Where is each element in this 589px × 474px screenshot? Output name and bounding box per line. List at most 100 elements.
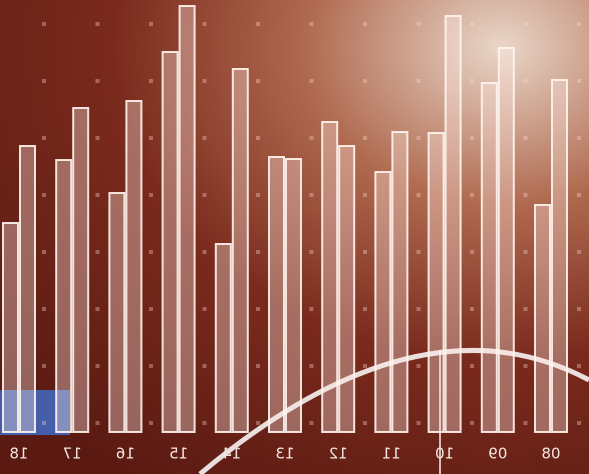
grid-dot [577,79,581,83]
bar [480,82,498,433]
bar [19,145,36,433]
grid-dot [42,364,46,368]
grid-dot [309,193,314,197]
grid-dot [95,250,100,254]
grid-dot [202,79,207,83]
grid-dot [256,22,260,26]
x-tick-label: 16 [116,445,135,463]
grid-dot [416,421,421,425]
grid-dot [577,250,581,254]
grid-dot [149,250,153,254]
grid-dot [363,79,367,83]
grid-dot [363,22,367,26]
bar [444,15,462,433]
grid-dot [416,364,421,368]
bar [285,158,302,433]
x-tick-label: 14 [222,445,241,463]
bar [534,204,551,433]
bar [427,132,445,433]
grid-dot [42,421,46,425]
grid-dot [309,307,314,311]
grid-dot [577,421,581,425]
grid-dot [470,193,474,197]
grid-dot [309,79,314,83]
grid-dot [523,193,528,197]
bar [178,5,196,433]
grid-dot [416,193,421,197]
bar [268,156,285,433]
bar [2,222,19,433]
grid-dot [149,421,153,425]
grid-dot [523,79,528,83]
grid-dot [256,79,260,83]
grid-dot [256,136,260,140]
x-tick-label: 10 [435,445,454,463]
grid-dot [416,307,421,311]
bar [374,171,392,433]
grid-dot [149,22,153,26]
grid-dot [42,193,46,197]
grid-dot [95,364,100,368]
grid-dot [363,136,367,140]
grid-dot [416,79,421,83]
grid-dot [470,421,474,425]
grid-dot [95,22,100,26]
grid-dot [149,79,153,83]
grid-dot [523,136,528,140]
bar [72,107,90,433]
bar [214,243,232,433]
bar [55,159,73,433]
grid-dot [363,364,367,368]
bar [391,131,409,433]
bar [321,121,339,433]
grid-dot [309,364,314,368]
bar [551,79,568,433]
grid-dot [523,364,528,368]
grid-dot [416,250,421,254]
x-tick-label: 09 [488,445,507,463]
grid-dot [202,193,207,197]
bar [338,145,356,433]
grid-dot [470,250,474,254]
x-tick-label: 18 [9,445,28,463]
grid-dot [202,136,207,140]
x-tick-label: 11 [382,445,401,463]
plot: 18 17 16 15 14 13 12 11 10 09 08 [2,5,568,463]
grid-dot [363,307,367,311]
grid-dot [577,136,581,140]
grid-dot [363,250,367,254]
grid-dot [202,421,207,425]
bar [108,192,126,433]
grid-dot [577,307,581,311]
grid-dot [95,79,100,83]
grid-dot [577,22,581,26]
grid-dot [202,364,207,368]
grid-dot [363,193,367,197]
x-tick-label: 15 [169,445,188,463]
x-tick-label: 17 [63,445,82,463]
grid-dot [416,136,421,140]
grid-dot [416,22,421,26]
x-tick-label: 13 [275,445,294,463]
grid-dot [256,307,260,311]
grid-dot [256,421,260,425]
grid-dot [256,250,260,254]
bar [231,68,249,433]
grid-dot [309,250,314,254]
grid-dot [577,364,581,368]
grid-dot [149,307,153,311]
grid-dot [309,421,314,425]
grid-dot [95,136,100,140]
grid-dot [523,22,528,26]
grid-dot [95,193,100,197]
grid-dot [149,193,153,197]
grid-dot [95,421,100,425]
grid-dot [523,421,528,425]
grid-dot [523,250,528,254]
grid-dot [470,307,474,311]
grid-dot [470,136,474,140]
bar [497,47,515,433]
grid-dot [309,22,314,26]
